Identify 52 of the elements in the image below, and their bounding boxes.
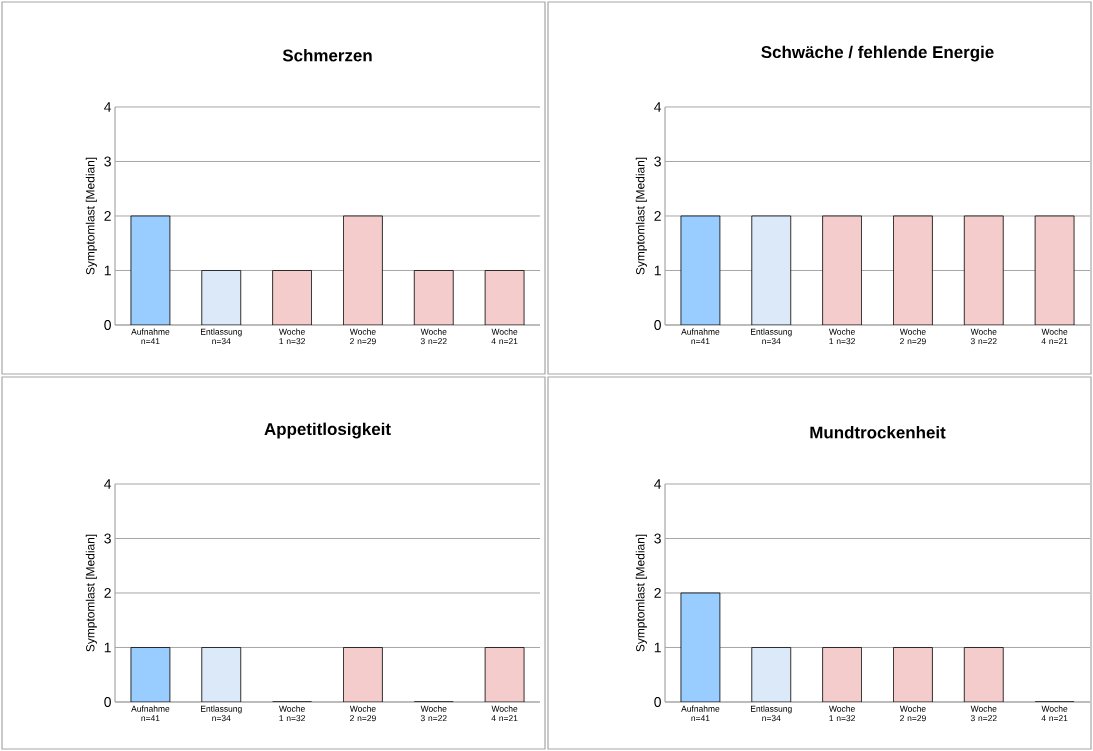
chart-title: Appetitlosigkeit bbox=[264, 422, 391, 439]
y-tick-label: 0 bbox=[654, 697, 661, 707]
x-tick-label: Woche 1 n=32 bbox=[279, 705, 305, 722]
chart-title: Mundtrockenheit bbox=[810, 426, 946, 439]
y-tick-label: 4 bbox=[104, 102, 112, 112]
x-tick-label: Woche 1 n=32 bbox=[829, 328, 855, 345]
x-tick-label: Woche 1 n=32 bbox=[829, 705, 855, 722]
y-axis-title: Symptomlast [Median] bbox=[85, 534, 97, 652]
x-tick-label: Woche 3 n=22 bbox=[970, 705, 997, 722]
y-tick-label: 2 bbox=[104, 211, 111, 221]
y-tick-label: 4 bbox=[654, 102, 662, 112]
y-tick-label: 0 bbox=[104, 697, 111, 707]
x-tick-label: Woche 1 n=32 bbox=[279, 328, 305, 345]
y-axis-title: Symptomlast [Median] bbox=[635, 534, 647, 652]
x-tick-label: Woche 4 n=21 bbox=[1041, 328, 1068, 345]
chart-title: Schmerzen bbox=[282, 49, 372, 62]
y-tick-label: 2 bbox=[654, 211, 661, 221]
x-tick-label: Woche 2 n=29 bbox=[899, 328, 926, 345]
x-tick-label: Aufnahme n=41 bbox=[131, 328, 170, 345]
y-tick-label: 3 bbox=[104, 533, 111, 544]
x-tick-label: Aufnahme n=41 bbox=[131, 705, 170, 722]
y-tick-label: 1 bbox=[654, 642, 661, 653]
x-tick-label: Woche 3 n=22 bbox=[970, 328, 997, 345]
y-tick-label: 3 bbox=[654, 533, 661, 544]
y-tick-label: 1 bbox=[104, 642, 111, 653]
y-tick-label: 4 bbox=[654, 479, 662, 489]
x-tick-label: Entlassung n=34 bbox=[751, 328, 792, 345]
x-tick-label: Woche 2 n=29 bbox=[899, 705, 926, 722]
y-tick-label: 2 bbox=[654, 588, 661, 598]
x-tick-label: Woche 2 n=29 bbox=[349, 705, 376, 722]
y-tick-label: 4 bbox=[104, 479, 112, 489]
y-tick-label: 0 bbox=[104, 320, 111, 330]
x-tick-label: Woche 3 n=22 bbox=[420, 328, 447, 345]
x-tick-label: Woche 4 n=21 bbox=[491, 705, 518, 722]
x-tick-label: Aufnahme n=41 bbox=[681, 328, 720, 345]
x-tick-label: Aufnahme n=41 bbox=[681, 705, 720, 722]
x-tick-label: Woche 2 n=29 bbox=[349, 328, 376, 345]
y-tick-label: 1 bbox=[104, 265, 111, 276]
y-tick-label: 1 bbox=[654, 265, 661, 276]
y-tick-label: 3 bbox=[104, 156, 111, 167]
y-tick-label: 0 bbox=[654, 320, 661, 330]
y-axis-title: Symptomlast [Median] bbox=[635, 157, 647, 275]
x-tick-label: Woche 3 n=22 bbox=[420, 705, 447, 722]
y-tick-label: 2 bbox=[104, 588, 111, 598]
x-tick-label: Entlassung n=34 bbox=[201, 328, 242, 345]
chart-title: Schwäche / fehlende Energie bbox=[761, 45, 994, 62]
y-axis-title: Symptomlast [Median] bbox=[85, 157, 97, 275]
x-tick-label: Woche 4 n=21 bbox=[491, 328, 518, 345]
y-tick-label: 3 bbox=[654, 156, 661, 167]
x-tick-label: Entlassung n=34 bbox=[201, 705, 242, 722]
x-tick-label: Woche 4 n=21 bbox=[1041, 705, 1068, 722]
x-tick-label: Entlassung n=34 bbox=[751, 705, 792, 722]
